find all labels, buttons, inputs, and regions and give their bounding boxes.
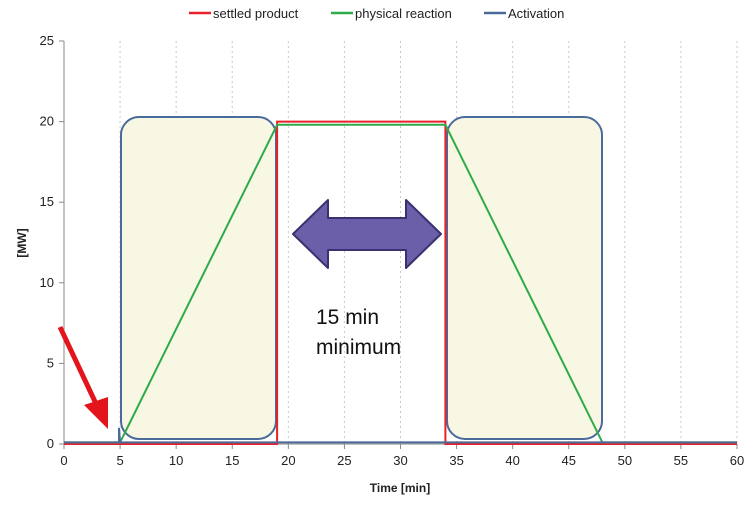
legend-label: settled product	[213, 6, 299, 21]
legend-label: physical reaction	[355, 6, 452, 21]
x-tick-label: 5	[116, 453, 123, 468]
x-tick-label: 25	[337, 453, 351, 468]
y-tick-label: 15	[40, 194, 54, 209]
x-tick-label: 0	[60, 453, 67, 468]
y-tick-label: 5	[47, 355, 54, 370]
x-tick-label: 50	[618, 453, 632, 468]
x-tick-label: 55	[674, 453, 688, 468]
legend: settled product physical reaction Activati…	[189, 6, 564, 21]
double-arrow-shape	[292, 199, 442, 269]
y-tick-label: 0	[47, 436, 54, 451]
ramp-up-box	[120, 116, 277, 440]
pointer-arrow-head	[84, 397, 108, 429]
y-axis-title: [MW]	[15, 228, 29, 257]
x-tick-label: 10	[169, 453, 183, 468]
ramp-down-box	[446, 116, 603, 440]
y-tick-label: 20	[40, 114, 54, 129]
annotation-line-2: minimum	[316, 336, 401, 359]
x-tick-label: 20	[281, 453, 295, 468]
x-tick-label: 30	[393, 453, 407, 468]
pointer-arrow-shaft	[57, 325, 101, 410]
x-tick-label: 60	[730, 453, 744, 468]
x-tick-label: 40	[505, 453, 519, 468]
y-tick-label: 25	[40, 33, 54, 48]
x-tick-label: 15	[225, 453, 239, 468]
x-tick-label: 35	[449, 453, 463, 468]
series-line-0	[64, 120, 737, 445]
y-tick-label: 10	[40, 275, 54, 290]
legend-label: Activation	[508, 6, 564, 21]
axes: 0 5 10 15 20 25 0 5 10 15 20 25 30 35 40 45 50 55 60	[40, 33, 745, 468]
series-line-2	[64, 427, 737, 444]
annotation-line-1: 15 min	[316, 306, 379, 329]
series-layer	[64, 120, 737, 445]
x-tick-label: 45	[562, 453, 576, 468]
x-axis-title: Time [min]	[370, 481, 430, 495]
annotations: 15 min minimum	[316, 306, 401, 359]
highlight-boxes	[57, 116, 603, 440]
